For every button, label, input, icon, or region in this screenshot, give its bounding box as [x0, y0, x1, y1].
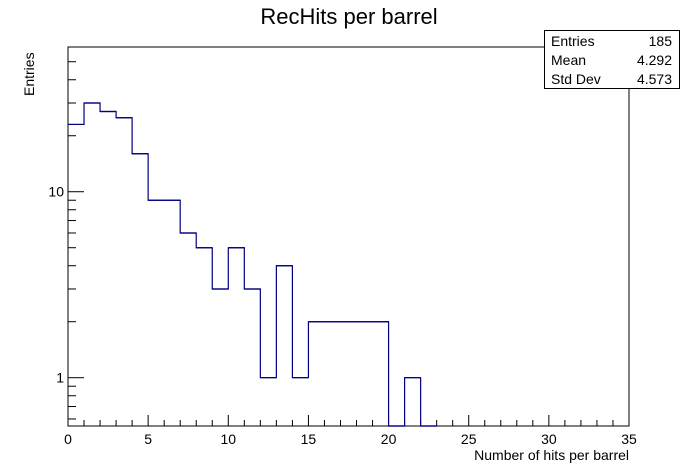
stats-box: Entries 185 Mean 4.292 Std Dev 4.573: [544, 30, 680, 89]
axis-ticks: [67, 46, 630, 426]
chart-title: RecHits per barrel: [260, 4, 437, 29]
y-tick-label: 1: [56, 370, 64, 386]
x-tick-label: 0: [64, 431, 72, 447]
plot-frame: [67, 46, 630, 427]
x-tick-label: 10: [220, 431, 236, 447]
x-tick-label: 5: [144, 431, 152, 447]
stats-mean-label: Mean: [551, 52, 587, 68]
stats-row-entries: Entries 185: [551, 32, 672, 51]
stats-mean-value: 4.292: [636, 52, 672, 68]
stats-row-mean: Mean 4.292: [551, 51, 672, 70]
x-tick-label: 15: [301, 431, 317, 447]
x-tick-label: 20: [381, 431, 397, 447]
stats-entries-value: 185: [648, 33, 672, 49]
stats-entries-label: Entries: [551, 33, 595, 49]
x-axis-label: Number of hits per barrel: [474, 447, 629, 463]
histogram-bins: [68, 102, 437, 427]
stats-stddev-label: Std Dev: [551, 71, 601, 87]
x-tick-label: 25: [461, 431, 477, 447]
histogram-outline: [68, 102, 437, 427]
stats-stddev-value: 4.573: [636, 71, 672, 87]
y-tick-labels: 1 10: [48, 184, 64, 386]
y-tick-label: 10: [48, 184, 64, 200]
y-axis-label: Entries: [21, 52, 37, 96]
x-tick-label: 35: [621, 431, 637, 447]
x-tick-label: 30: [541, 431, 557, 447]
x-tick-labels: 0 5 10 15 20 25 30 35: [64, 431, 637, 447]
stats-row-stddev: Std Dev 4.573: [551, 70, 672, 89]
